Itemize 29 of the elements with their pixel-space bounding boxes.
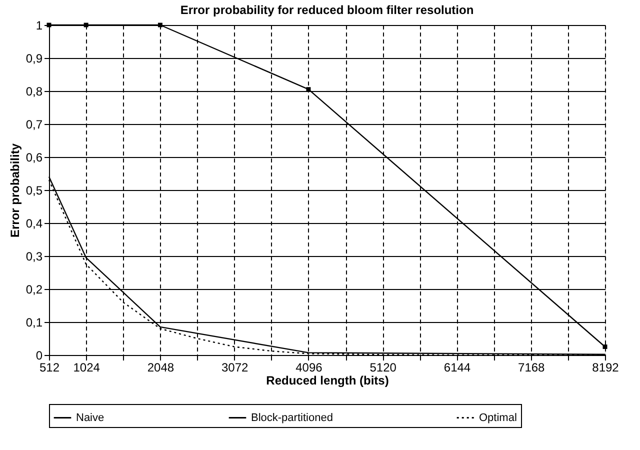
y-tick-label: 0,4 bbox=[26, 216, 43, 230]
y-tick-label: 0,9 bbox=[26, 52, 43, 66]
y-tick-label: 0,2 bbox=[26, 282, 43, 296]
y-tick-label: 0,8 bbox=[26, 84, 43, 98]
y-tick-label: 0,1 bbox=[26, 316, 43, 330]
y-tick-label: 0,3 bbox=[26, 250, 43, 264]
legend-label: Optimal bbox=[479, 412, 517, 424]
y-tick-label: 0,6 bbox=[26, 150, 43, 164]
x-tick-label: 2048 bbox=[147, 360, 174, 374]
x-axis-title: Reduced length (bits) bbox=[266, 374, 389, 388]
x-tick-label: 512 bbox=[39, 360, 60, 374]
y-axis-title: Error probability bbox=[8, 143, 22, 238]
x-tick-label: 6144 bbox=[444, 360, 471, 374]
x-tick-label: 1024 bbox=[73, 360, 100, 374]
point bbox=[84, 22, 88, 28]
y-tick-label: 1 bbox=[36, 18, 43, 32]
x-tick-label: 8192 bbox=[592, 360, 620, 374]
legend-label: Naive bbox=[76, 412, 104, 424]
x-tick-label: 3072 bbox=[221, 360, 249, 374]
y-tick-label: 0 bbox=[36, 348, 43, 362]
y-tick-label: 0,5 bbox=[26, 184, 43, 198]
y-tick-label: 0,7 bbox=[26, 118, 43, 132]
chart-title: Error probability for reduced bloom filter resolution bbox=[180, 3, 474, 17]
x-tick-label: 7168 bbox=[518, 360, 546, 374]
point bbox=[158, 22, 162, 28]
legend-label: Block-partitioned bbox=[251, 412, 333, 424]
x-tick-label: 5120 bbox=[370, 360, 397, 374]
x-tick-label: 4096 bbox=[296, 360, 323, 374]
point bbox=[602, 344, 608, 349]
